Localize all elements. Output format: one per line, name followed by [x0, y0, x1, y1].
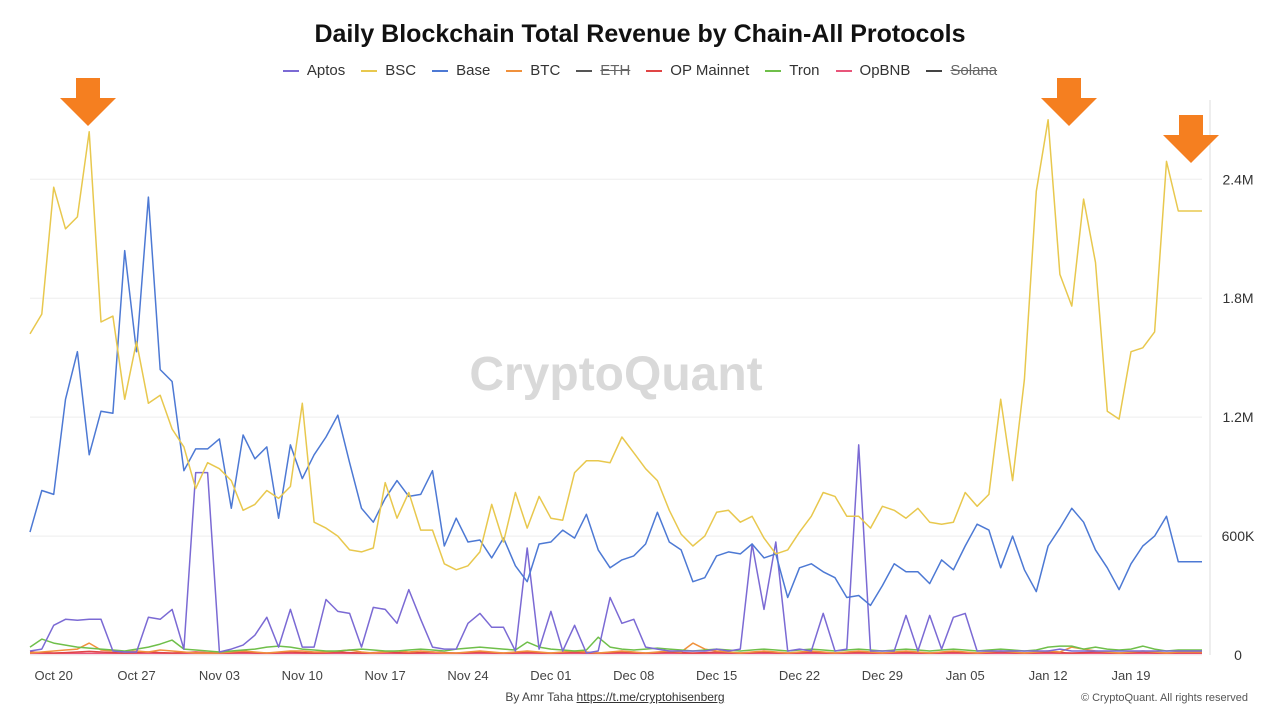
legend-label: BSC: [385, 62, 417, 79]
legend-swatch: [506, 69, 523, 72]
legend-item-btc[interactable]: BTC: [506, 62, 560, 79]
arrow-shaft: [1057, 78, 1081, 100]
x-tick-label: Dec 08: [613, 668, 654, 683]
chart-title: Daily Blockchain Total Revenue by Chain-…: [314, 20, 966, 48]
y-tick-label: 1.8M: [1222, 290, 1253, 306]
series-line-base: [29, 196, 1202, 607]
legend-item-base[interactable]: Base: [432, 62, 490, 79]
x-tick-label: Jan 05: [946, 668, 985, 683]
legend-swatch: [835, 69, 852, 72]
legend-label: OpBNB: [859, 62, 911, 79]
legend-swatch: [282, 69, 299, 72]
watermark-text: CryptoQuant: [469, 348, 762, 401]
x-tick-label: Nov 17: [365, 668, 406, 683]
legend-item-tron[interactable]: Tron: [765, 62, 820, 79]
series-line-tron: [29, 636, 1202, 653]
footer-telegram-link[interactable]: https://t.me/cryptohisenberg: [576, 690, 725, 704]
legend-item-opbnb[interactable]: OpBNB: [835, 62, 911, 79]
footer-by-label: By Amr Taha: [505, 690, 574, 704]
arrow-shaft: [1179, 115, 1203, 137]
annotation-arrow: [1163, 115, 1219, 163]
legend-label: Base: [456, 62, 491, 79]
legend-item-eth[interactable]: ETH: [576, 62, 630, 79]
legend-item-solana[interactable]: Solana: [926, 62, 997, 79]
legend-item-op-mainnet[interactable]: OP Mainnet: [646, 62, 749, 79]
x-tick-label: Nov 03: [199, 668, 240, 683]
x-tick-label: Nov 10: [282, 668, 323, 683]
legend-label: Solana: [950, 62, 998, 79]
x-tick-label: Oct 27: [117, 668, 155, 683]
arrow-shaft: [76, 78, 100, 100]
legend-swatch: [361, 69, 378, 72]
legend-label: OP Mainnet: [670, 62, 750, 79]
legend-swatch: [576, 69, 593, 72]
arrow-head: [1041, 98, 1097, 126]
legend-label: Aptos: [306, 62, 346, 79]
legend-swatch: [646, 69, 663, 72]
legend-item-bsc[interactable]: BSC: [361, 62, 416, 79]
series-line-aptos: [29, 444, 1202, 654]
x-tick-label: Oct 20: [35, 668, 73, 683]
footer-copyright: © CryptoQuant. All rights reserved: [1080, 692, 1248, 704]
legend-label: Tron: [789, 62, 820, 79]
x-tick-label: Dec 22: [779, 668, 820, 683]
y-tick-label: 1.2M: [1222, 409, 1253, 425]
y-tick-label: 0: [1234, 647, 1242, 663]
legend-label: BTC: [530, 62, 561, 79]
footer-author: By Amr Taha https://t.me/cryptohisenberg: [0, 690, 1230, 704]
legend-label: ETH: [600, 62, 631, 79]
legend-swatch: [926, 69, 943, 72]
annotation-arrow: [1041, 78, 1097, 126]
x-tick-label: Dec 29: [862, 668, 903, 683]
legend-swatch: [432, 69, 449, 72]
arrow-head: [1163, 135, 1219, 163]
x-tick-label: Dec 15: [696, 668, 737, 683]
x-tick-label: Jan 19: [1111, 668, 1150, 683]
y-tick-label: 600K: [1222, 528, 1255, 544]
x-tick-label: Nov 24: [447, 668, 488, 683]
annotation-arrow: [60, 78, 116, 126]
legend-swatch: [765, 69, 782, 72]
x-tick-label: Jan 12: [1029, 668, 1068, 683]
series-line-bsc: [29, 119, 1202, 571]
arrow-head: [60, 98, 116, 126]
chart-legend: Aptos BSC Base BTC ETH OP Mainnet Tron OpBNB Sol…: [0, 62, 1280, 79]
legend-item-aptos[interactable]: Aptos: [282, 62, 346, 79]
x-tick-label: Dec 01: [530, 668, 571, 683]
y-tick-label: 2.4M: [1222, 171, 1253, 187]
